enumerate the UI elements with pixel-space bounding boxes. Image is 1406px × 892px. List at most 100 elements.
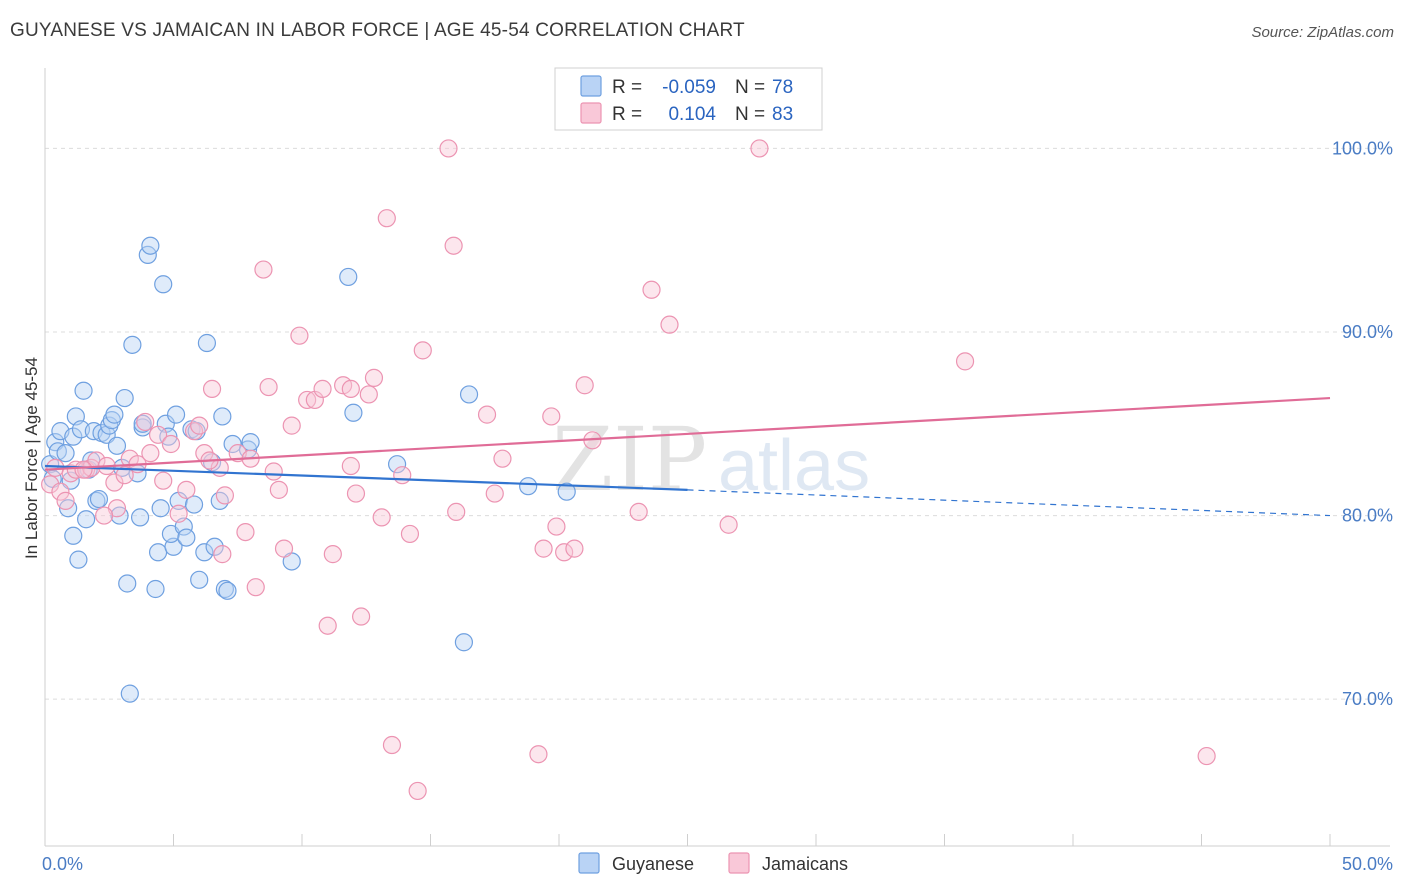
- jamaicans-point-76: [750, 139, 769, 158]
- jamaicans-point-19: [161, 434, 181, 454]
- jamaicans-point-38: [282, 416, 301, 435]
- guyanese-point-49: [177, 528, 196, 547]
- jamaicans-point-18: [154, 471, 173, 490]
- guyanese-point-5: [56, 444, 75, 463]
- jamaicans-point-62: [485, 484, 504, 503]
- jamaicans-point-30: [236, 522, 255, 542]
- jamaicans-point-80: [95, 506, 114, 525]
- jamaicans-point-28: [215, 486, 234, 505]
- jamaicans-point-46: [341, 379, 360, 399]
- guyanese-point-38: [146, 579, 165, 599]
- y-axis-title: In Labor Force | Age 45-54: [22, 357, 41, 559]
- jamaicans-point-57: [413, 341, 432, 360]
- y-tick-labels: 70.0% 80.0% 90.0% 100.0%: [1332, 138, 1393, 709]
- guyanese-point-37: [141, 236, 160, 255]
- guyanese-trend-extension: [687, 489, 1331, 517]
- jamaicans-point-63: [493, 449, 512, 468]
- jamaicans-point-22: [184, 422, 204, 441]
- jamaicans-point-66: [542, 407, 561, 426]
- jamaicans-point-49: [359, 385, 378, 404]
- jamaicans-point-53: [382, 735, 402, 755]
- guyanese-point-60: [215, 579, 234, 599]
- legend-r-label-1: R =: [612, 77, 642, 98]
- series-jamaicans-points: [41, 139, 1216, 801]
- legend-swatch-guyanese: [580, 75, 602, 97]
- jamaicans-point-47: [346, 484, 366, 503]
- jamaicans-point-5: [66, 460, 85, 479]
- guyanese-point-67: [344, 403, 363, 422]
- jamaicans-point-75: [719, 515, 738, 534]
- series-legend-swatch-jamaicans: [728, 852, 750, 874]
- jamaicans-point-42: [313, 379, 332, 399]
- x-tick-label-1: 50.0%: [1342, 854, 1393, 874]
- jamaicans-point-35: [264, 462, 283, 481]
- jamaicans-point-25: [202, 379, 222, 399]
- jamaicans-trend-line: [44, 396, 1331, 471]
- guyanese-point-57: [205, 537, 224, 556]
- legend-n-value-2: 83: [772, 104, 793, 125]
- legend-n-label-1: N =: [735, 77, 765, 98]
- guyanese-point-25: [107, 436, 127, 455]
- guyanese-point-26: [110, 506, 129, 525]
- legend-n-value-1: 78: [772, 77, 793, 98]
- guyanese-point-66: [339, 267, 358, 287]
- y-tick-label-2: 90.0%: [1342, 322, 1393, 342]
- jamaicans-point-50: [364, 368, 384, 387]
- trend-lines: [44, 396, 1331, 517]
- jamaicans-point-17: [148, 425, 168, 444]
- jamaicans-point-77: [955, 352, 975, 371]
- jamaicans-point-33: [254, 260, 273, 279]
- guyanese-point-40: [151, 499, 170, 518]
- jamaicans-point-59: [444, 236, 463, 255]
- jamaicans-point-48: [352, 607, 371, 626]
- guyanese-point-68: [387, 455, 407, 474]
- jamaicans-point-67: [547, 517, 566, 536]
- guyanese-point-46: [166, 405, 186, 424]
- guyanese-point-10: [69, 550, 88, 569]
- jamaicans-point-3: [56, 491, 75, 510]
- guyanese-trend-line: [44, 464, 688, 491]
- jamaicans-point-64: [529, 745, 548, 764]
- guyanese-point-11: [64, 526, 83, 545]
- chart-title: GUYANESE VS JAMAICAN IN LABOR FORCE | AG…: [10, 20, 745, 41]
- jamaicans-point-68: [555, 543, 574, 562]
- guyanese-point-18: [87, 491, 106, 510]
- guyanese-point-70: [459, 385, 479, 404]
- guyanese-point-28: [115, 388, 134, 408]
- jamaicans-point-2: [51, 482, 70, 501]
- series-legend-swatch-guyanese: [578, 852, 600, 874]
- watermark-zip: ZIP: [552, 408, 707, 511]
- jamaicans-point-79: [74, 460, 93, 479]
- jamaicans-point-61: [477, 405, 497, 424]
- guyanese-point-14: [77, 510, 96, 529]
- guyanese-point-58: [210, 491, 229, 510]
- guyanese-point-35: [133, 414, 152, 433]
- watermark-atlas: atlas: [718, 426, 870, 506]
- guyanese-point-61: [218, 581, 237, 600]
- x-tick-label-0: 0.0%: [42, 854, 83, 874]
- guyanese-point-72: [557, 482, 576, 501]
- jamaicans-point-34: [259, 377, 278, 397]
- jamaicans-point-12: [115, 466, 134, 485]
- jamaicans-point-55: [400, 524, 420, 544]
- guyanese-point-31: [123, 335, 142, 354]
- guyanese-point-71: [519, 477, 538, 496]
- jamaicans-point-60: [447, 502, 466, 521]
- jamaicans-point-0: [41, 475, 60, 494]
- jamaicans-point-51: [372, 508, 391, 527]
- guyanese-point-41: [154, 275, 173, 294]
- legend-r-value-2: 0.104: [668, 104, 716, 125]
- guyanese-point-30: [120, 684, 139, 703]
- stats-legend: R = -0.059 N = 78 R = 0.104 N = 83: [554, 67, 823, 131]
- series-legend-label-guyanese: Guyanese: [612, 854, 694, 874]
- jamaicans-point-54: [393, 466, 412, 485]
- legend-n-label-2: N =: [735, 104, 765, 125]
- y-tick-label-1: 80.0%: [1342, 506, 1393, 526]
- guyanese-point-55: [197, 333, 217, 353]
- guyanese-point-59: [213, 407, 232, 426]
- guyanese-point-24: [105, 405, 124, 424]
- guyanese-point-29: [118, 574, 137, 593]
- guyanese-point-33: [130, 508, 150, 527]
- guyanese-point-51: [184, 495, 204, 514]
